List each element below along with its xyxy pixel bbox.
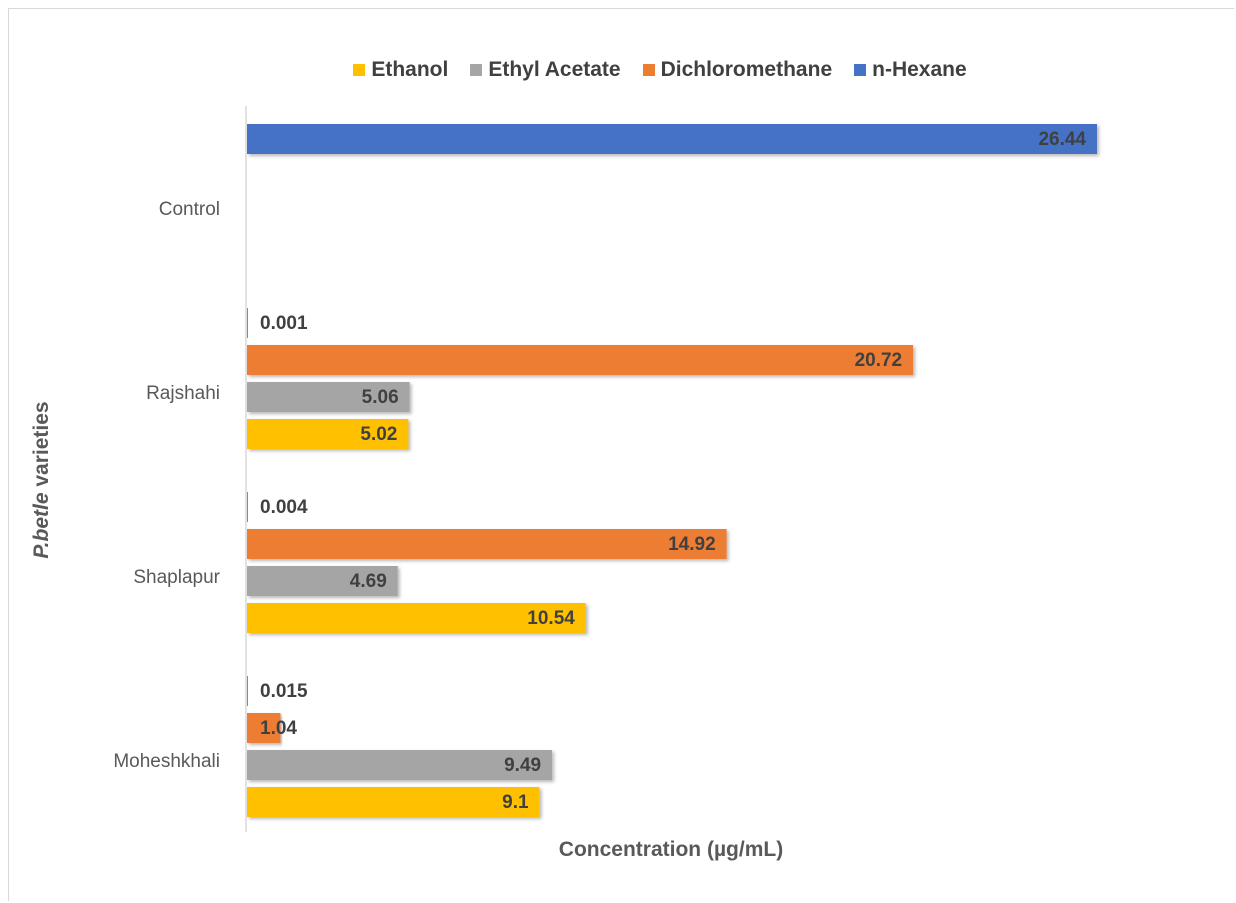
data-label: 5.02 [360,424,397,445]
bar [247,419,409,449]
data-label: 26.44 [1038,129,1086,150]
data-label: 0.001 [260,313,308,334]
bar [247,529,727,559]
data-label: 0.015 [260,681,308,702]
legend-label: n-Hexane [872,58,967,81]
data-label: 1.04 [260,718,297,739]
legend-label: Dichloromethane [660,58,833,81]
legend-item: Dichloromethane [642,58,833,82]
bar [247,713,281,743]
category-label: Control [159,199,220,220]
x-axis-title: Concentration (µg/mL) [558,838,784,861]
legend-swatch [854,64,867,76]
data-label: 9.1 [502,792,529,813]
chart-area [8,8,1234,901]
legend-label: Ethanol [371,58,449,81]
bar [247,566,398,596]
bar [247,124,1097,154]
legend-label: Ethyl Acetate [488,58,621,81]
bar [247,308,248,338]
legend-item: n-Hexane [854,58,967,82]
legend-swatch [470,64,483,76]
data-label: 10.54 [527,608,575,629]
bar [247,603,586,633]
bar [247,676,248,706]
category-label: Moheshkhali [113,751,220,772]
legend-swatch [353,64,366,76]
data-label: 0.004 [260,497,308,518]
bar [247,750,553,780]
bar [247,382,410,412]
bar [247,345,914,375]
data-label: 4.69 [350,571,387,592]
data-label: 9.49 [504,755,541,776]
data-label: 5.06 [362,387,399,408]
legend-item: Ethyl Acetate [470,58,621,82]
category-label: Shaplapur [133,567,220,588]
category-label: Rajshahi [146,383,220,404]
data-label: 14.92 [668,534,716,555]
data-label: 20.72 [855,350,903,371]
bar [247,492,248,522]
bar [247,787,540,817]
legend-item: Ethanol [353,58,448,82]
legend-swatch [642,64,655,76]
legend: Ethanol Ethyl Acetate Dichloromethane n-Hex… [0,58,1236,82]
